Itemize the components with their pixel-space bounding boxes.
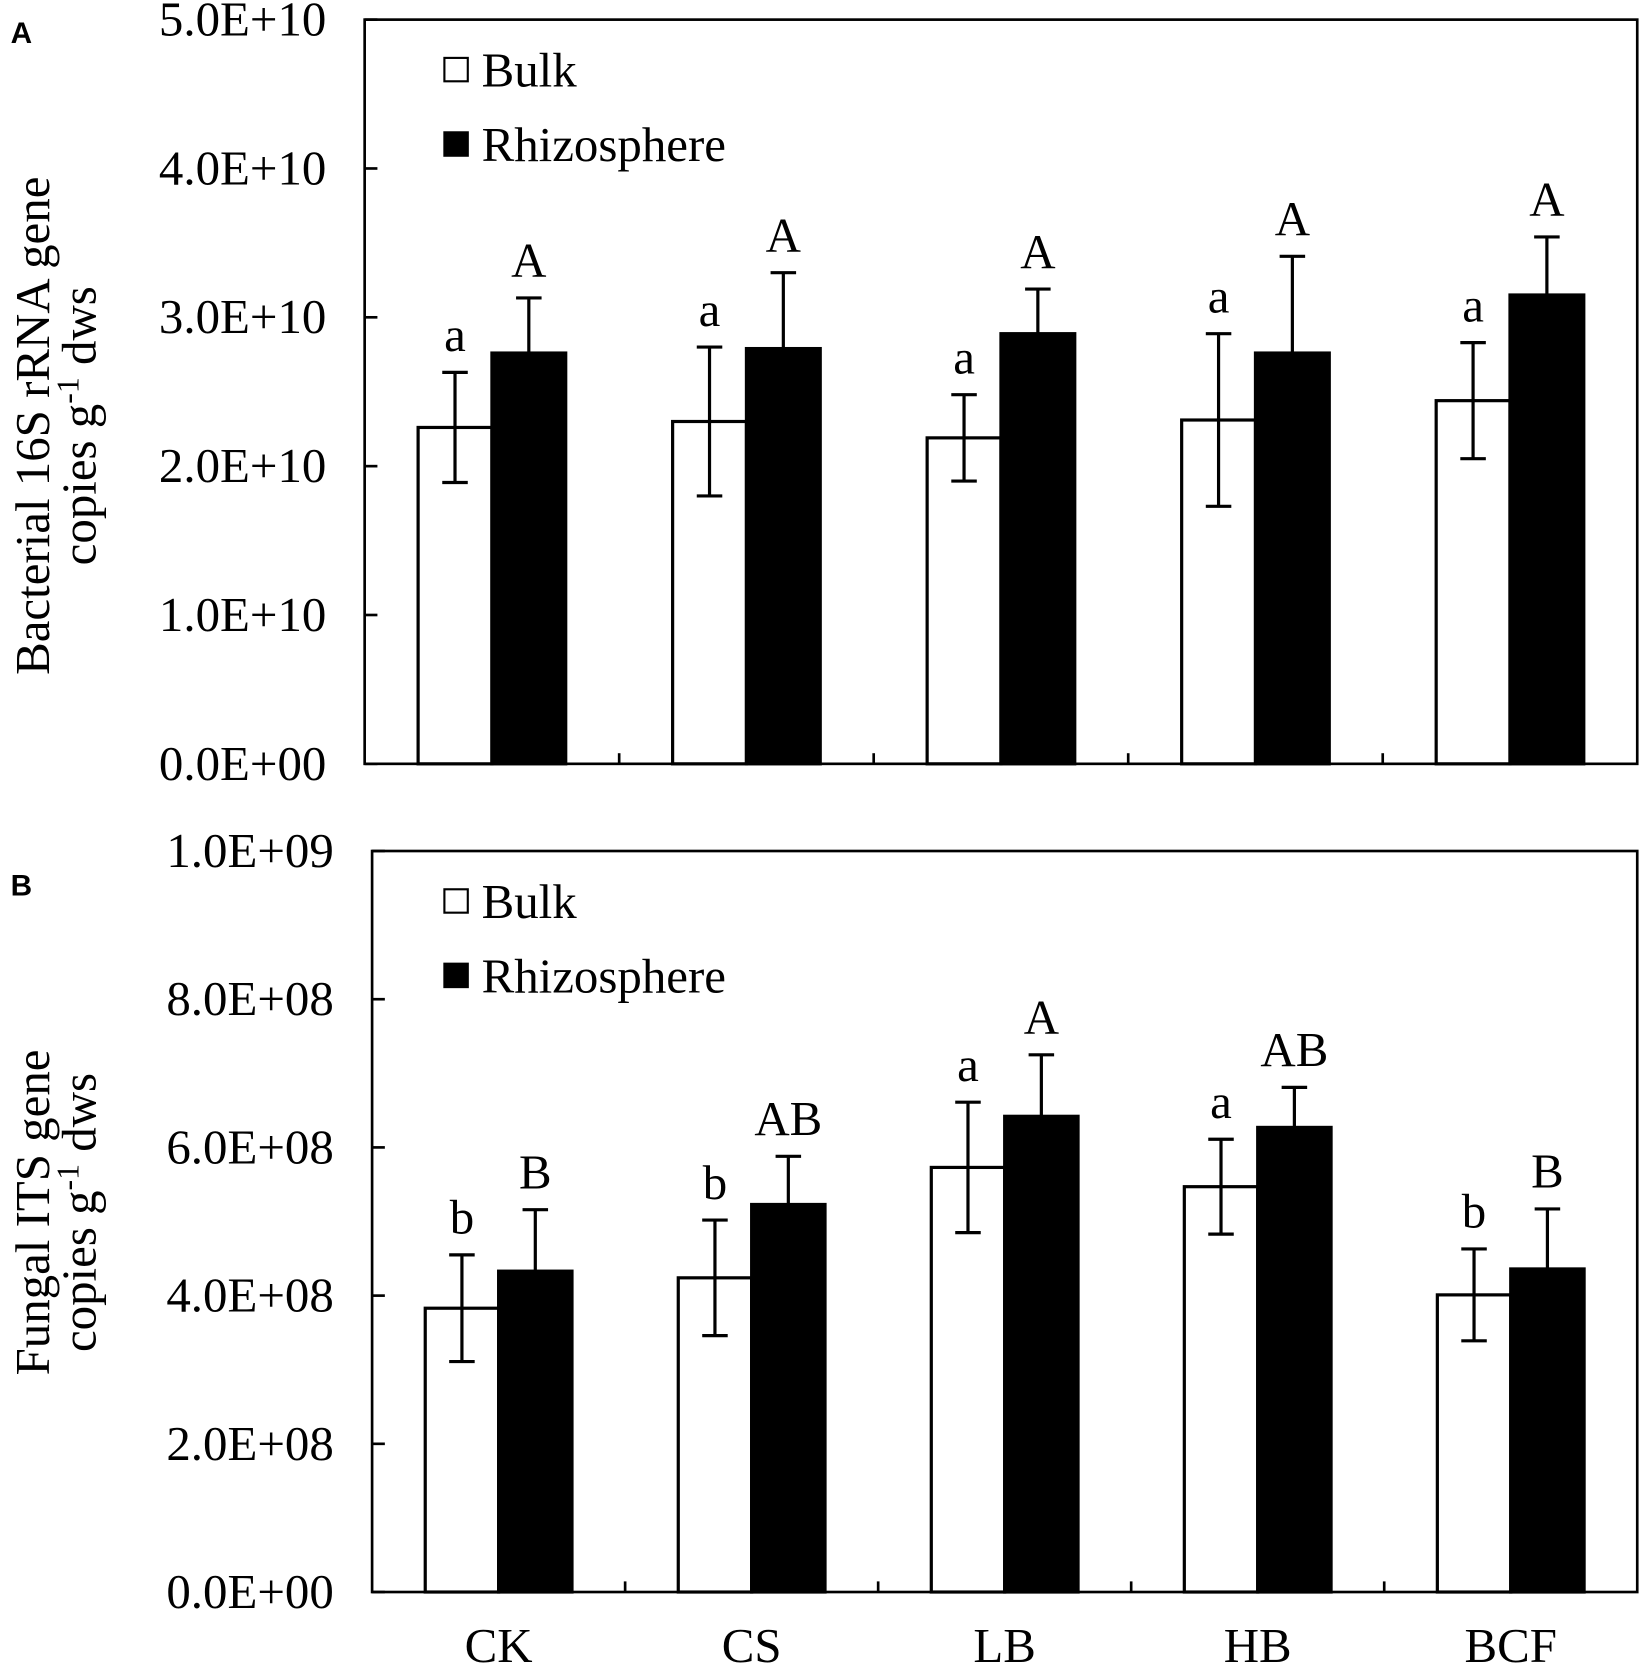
panel-letter: B	[11, 870, 33, 903]
error-bar-bulk-lb	[951, 393, 977, 483]
significance-letter: a	[957, 1037, 979, 1092]
error-bar-rhizosphere-bcf	[1534, 1207, 1561, 1331]
significance-letter: a	[1462, 277, 1484, 332]
error-bar-rhizosphere-lb	[1028, 1053, 1055, 1180]
bar-rhizosphere-lb	[1003, 1114, 1080, 1594]
error-bar-bulk-cs	[702, 1218, 728, 1338]
bar-rhizosphere-lb	[999, 332, 1077, 766]
error-bar-rhizosphere-ck	[516, 296, 542, 410]
significance-letter: a	[1208, 268, 1230, 323]
legend-label-rhizosphere: Rhizosphere	[482, 117, 726, 172]
significance-letter: AB	[1260, 1022, 1328, 1077]
y-tick-label: 1.0E+10	[159, 587, 326, 642]
y-tick-label: 2.0E+08	[166, 1416, 333, 1471]
error-bar-rhizosphere-hb	[1281, 1085, 1308, 1170]
y-axis-title-line1: Bacterial 16S rRNA gene	[5, 177, 60, 675]
error-bar-rhizosphere-bcf	[1534, 235, 1560, 355]
x-tick-label-hb: HB	[1224, 1618, 1292, 1668]
y-axis-title-line2: copies g-1 dws	[50, 1073, 107, 1352]
x-axis-labels: CK CS LB HB BCF	[465, 1618, 1557, 1668]
bar-rhizosphere-bcf	[1508, 293, 1586, 766]
y-axis-title-superscript: -1	[50, 377, 85, 404]
significance-letter: AB	[754, 1091, 822, 1146]
error-bar-rhizosphere-lb	[1025, 287, 1051, 380]
error-bar-rhizosphere-cs	[775, 1154, 802, 1255]
bar-rhizosphere-cs	[750, 1202, 827, 1594]
significance-letter: B	[1531, 1144, 1564, 1199]
legend-swatch-bulk	[443, 888, 469, 914]
bar-bulk-lb	[925, 436, 1003, 766]
significance-letter: a	[953, 329, 975, 384]
y-axis-title-line1: Fungal ITS gene	[5, 1050, 60, 1376]
error-bar-bulk-bcf	[1460, 341, 1486, 461]
legend-swatch-bulk	[443, 56, 469, 83]
y-tick-label: 5.0E+10	[159, 0, 326, 47]
significance-letter: b	[450, 1190, 474, 1245]
y-axis-title-unit: copies g	[52, 404, 107, 566]
y-axis-title-unit: copies g	[52, 1190, 107, 1352]
significance-letter: a	[699, 282, 721, 337]
bar-rhizosphere-hb	[1256, 1125, 1333, 1594]
y-tick-label: 2.0E+10	[159, 438, 326, 493]
error-bar-rhizosphere-cs	[770, 271, 797, 427]
legend-swatch-rhizosphere	[443, 962, 469, 989]
legend: Bulk Rhizosphere	[443, 43, 726, 172]
x-tick-label-lb: LB	[973, 1618, 1035, 1668]
significance-letter: A	[1275, 191, 1310, 246]
error-bar-bulk-lb	[955, 1100, 981, 1235]
y-tick-label: 8.0E+08	[166, 971, 333, 1026]
y-tick-label: 0.0E+00	[159, 736, 326, 791]
significance-letter: a	[1210, 1074, 1232, 1129]
plot-frame	[363, 18, 1639, 766]
error-bar-bulk-hb	[1205, 332, 1232, 508]
bar-rhizosphere-ck	[490, 351, 568, 766]
y-tick-label: 3.0E+10	[159, 289, 326, 344]
significance-letter: A	[766, 207, 801, 262]
y-axis-title-tail: dws	[52, 286, 107, 377]
y-tick-label: 4.0E+10	[159, 140, 326, 195]
error-bar-rhizosphere-ck	[522, 1208, 549, 1335]
y-tick-label: 1.0E+09	[166, 823, 333, 878]
y-axis-title-superscript: -1	[50, 1164, 85, 1191]
legend: Bulk Rhizosphere	[443, 874, 726, 1003]
error-bar-bulk-cs	[696, 345, 723, 498]
legend-swatch-rhizosphere	[443, 131, 469, 157]
error-bar-bulk-ck	[442, 370, 468, 485]
significance-letter: A	[1020, 224, 1055, 279]
significance-letter: b	[703, 1155, 727, 1210]
significance-letter: A	[1529, 172, 1564, 227]
bar-bulk-hb	[1182, 1185, 1260, 1594]
panel-letter: A	[11, 17, 33, 50]
significance-letter: B	[519, 1144, 552, 1199]
legend-label-rhizosphere: Rhizosphere	[482, 948, 726, 1003]
significance-letter: a	[444, 307, 466, 362]
y-axis-title-line2: copies g-1 dws	[50, 286, 107, 565]
y-tick-label: 4.0E+08	[166, 1268, 333, 1323]
error-bar-rhizosphere-hb	[1279, 254, 1306, 452]
significance-letter: A	[1024, 990, 1059, 1045]
error-bar-bulk-hb	[1208, 1137, 1234, 1236]
legend-label-bulk: Bulk	[482, 43, 578, 98]
x-tick-label-cs: CS	[722, 1618, 782, 1668]
plot-frame	[370, 849, 1639, 1594]
significance-letter: A	[511, 233, 546, 288]
significance-letter: b	[1462, 1184, 1486, 1239]
x-tick-label-bcf: BCF	[1465, 1618, 1557, 1668]
x-tick-label-ck: CK	[465, 1618, 533, 1668]
legend-label-bulk: Bulk	[482, 874, 578, 929]
error-bar-bulk-ck	[449, 1253, 475, 1364]
y-tick-label: 0.0E+00	[166, 1564, 333, 1619]
y-axis-title-tail: dws	[52, 1073, 107, 1164]
y-tick-label: 6.0E+08	[166, 1119, 333, 1174]
error-bar-bulk-bcf	[1461, 1247, 1487, 1343]
